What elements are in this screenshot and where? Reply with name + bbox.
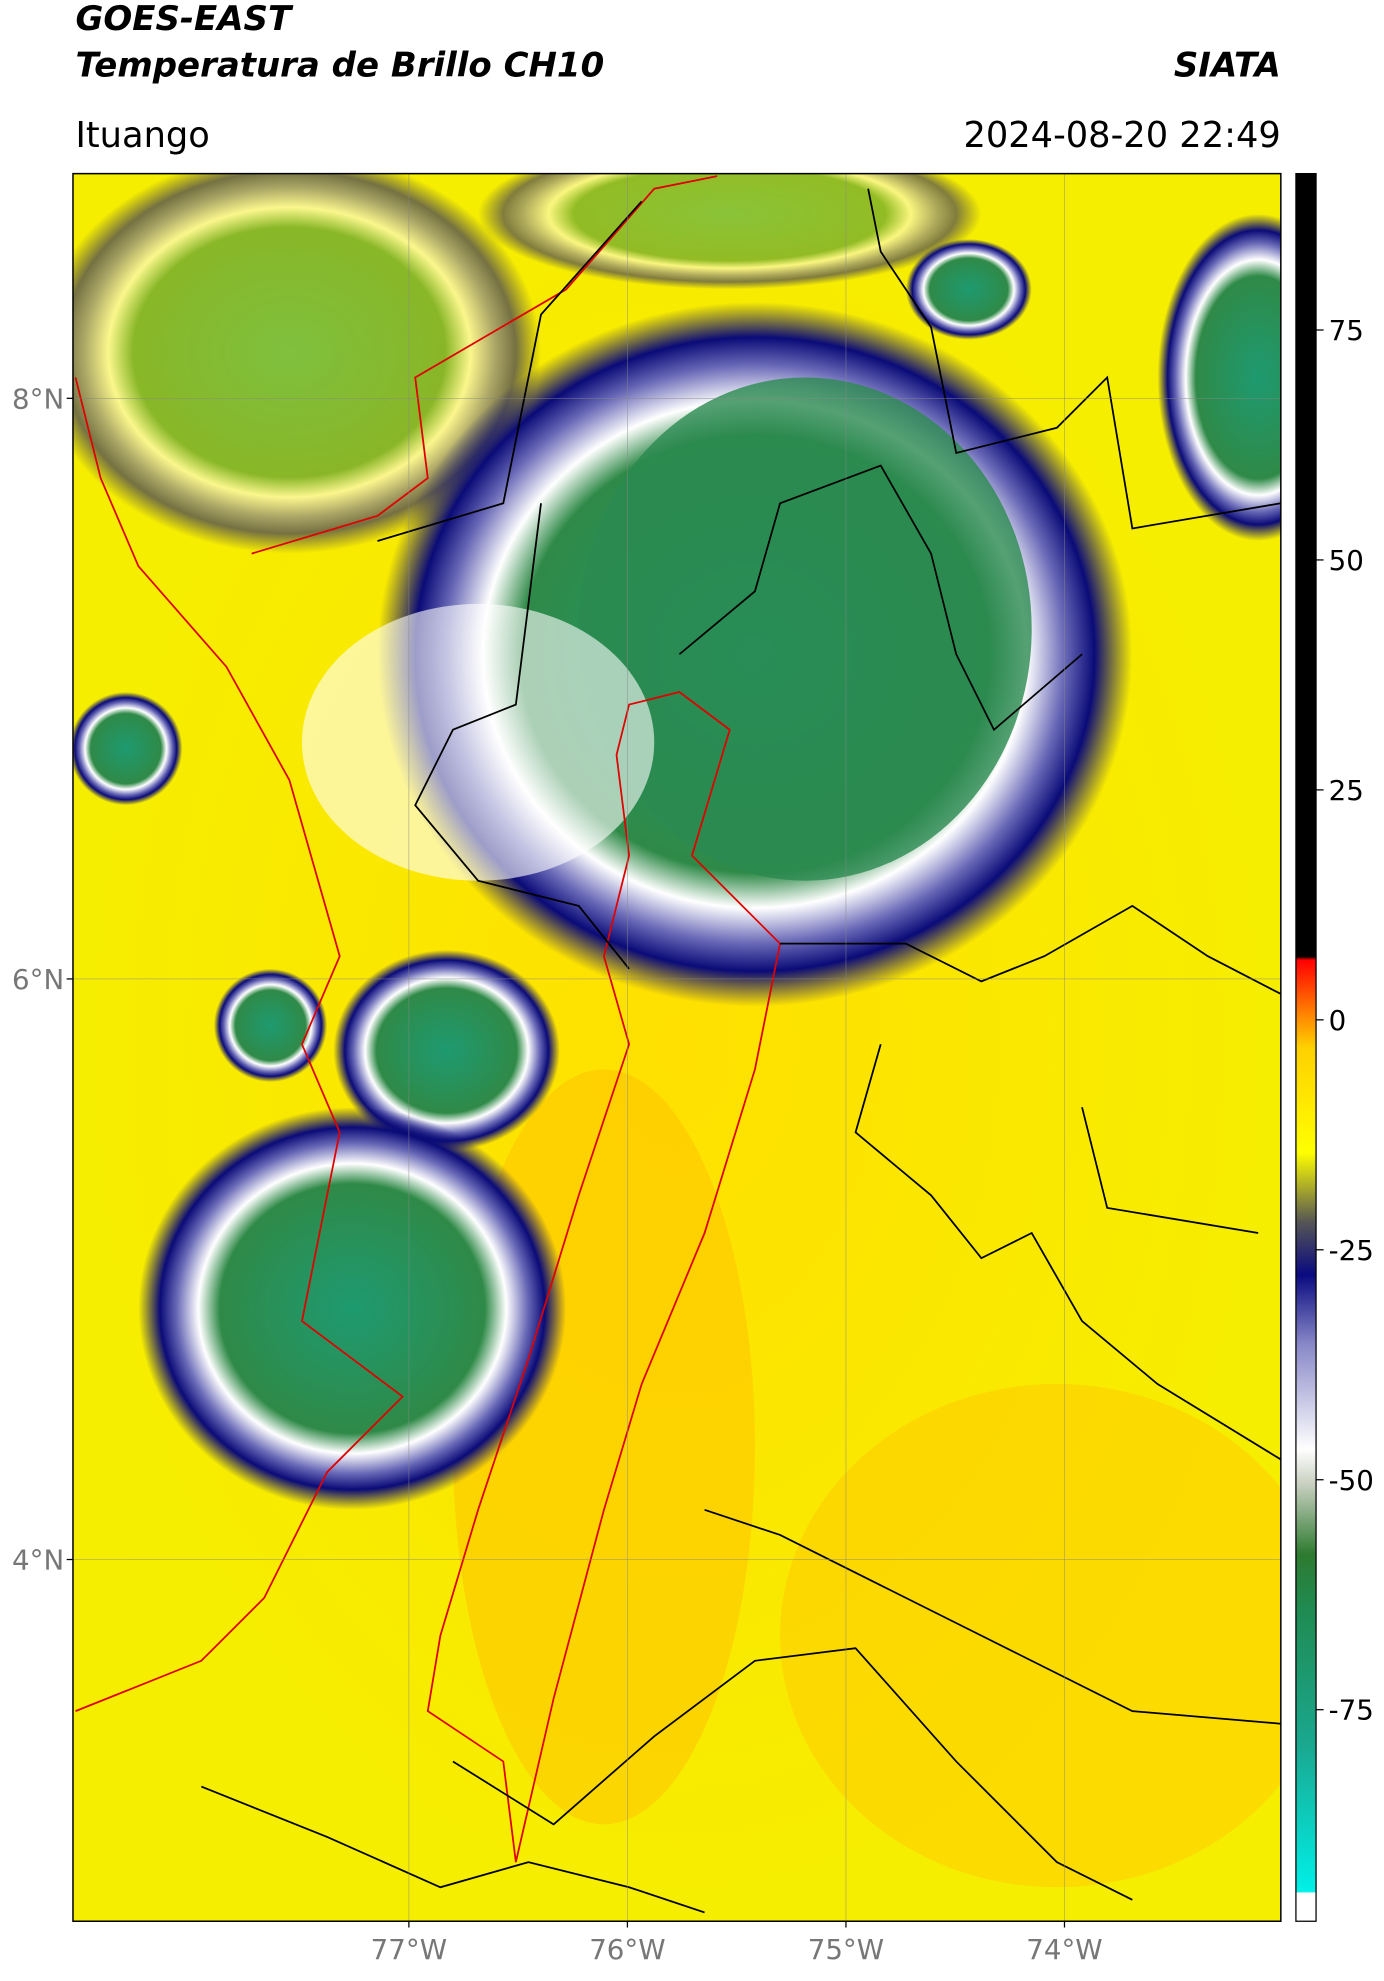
colorbar [1295,172,1317,1922]
lat-label: 4°N [12,1544,64,1577]
location: Ituango [75,115,209,156]
lon-label: 74°W [1026,1933,1102,1966]
imagery [72,173,1281,1922]
colorbar-label: -50 [1329,1464,1374,1497]
subtitle: Temperatura de Brillo CH10 [75,46,604,86]
timestamp: 2024-08-20 22:49 [963,115,1280,156]
graticule [72,173,1281,1922]
lat-label: 8°N [12,382,64,415]
lon-label: 75°W [808,1933,884,1966]
title: GOES-EAST [75,0,293,39]
colorbar-label: 50 [1329,544,1364,577]
brand: SIATA [1174,46,1281,86]
map-frame [72,172,1282,1922]
lon-label: 77°W [371,1933,447,1966]
colorbar-label: 75 [1329,314,1364,347]
colorbar-label: -75 [1329,1694,1374,1727]
lon-label: 76°W [589,1933,665,1966]
colorbar-label: -25 [1329,1234,1374,1267]
lat-label: 6°N [12,963,64,996]
colorbar-label: 25 [1329,774,1364,807]
colorbar-label: 0 [1329,1004,1347,1037]
